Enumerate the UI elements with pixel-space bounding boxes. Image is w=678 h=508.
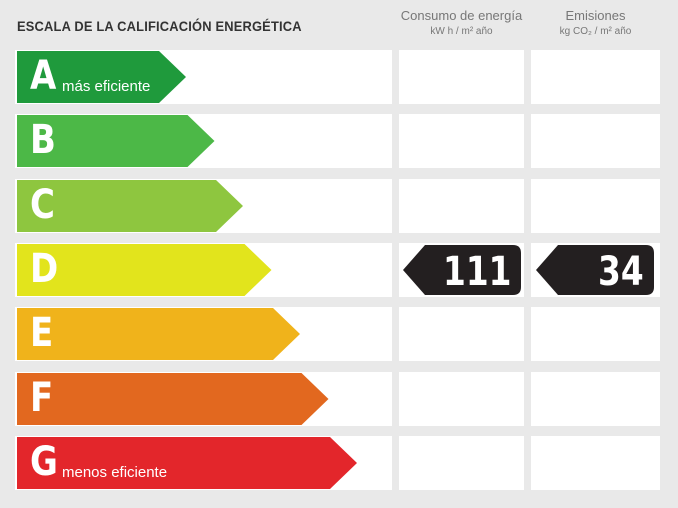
rating-note: menos eficiente xyxy=(62,464,168,481)
emissions-cell-g xyxy=(531,436,660,490)
rating-arrow-c: C xyxy=(17,180,243,232)
rating-letter: A xyxy=(30,53,57,99)
rating-arrow-g: G menos eficiente xyxy=(17,437,357,489)
energy-column-unit: kW h / m² año xyxy=(430,26,493,37)
rating-letter: F xyxy=(30,375,54,421)
rating-letter: B xyxy=(30,117,56,163)
emissions-cell-e xyxy=(531,307,660,361)
energy-cell-f xyxy=(399,372,524,426)
emissions-column-unit: kg CO₂ / m² año xyxy=(559,26,632,37)
energy-cell-c xyxy=(399,179,524,233)
emissions-column-label: Emisiones xyxy=(565,8,626,23)
rating-letter: D xyxy=(30,246,59,292)
rating-arrow-a: A más eficiente xyxy=(17,51,186,103)
energy-consumption-badge: 111 xyxy=(403,245,521,297)
scale-title: ESCALA DE LA CALIFICACIÓN ENERGÉTICA xyxy=(17,18,302,34)
rating-letter: C xyxy=(30,182,55,228)
rating-arrow-b: B xyxy=(17,115,215,167)
energy-cell-a xyxy=(399,50,524,104)
emissions-value: 34 xyxy=(598,249,644,295)
emissions-cell-a xyxy=(531,50,660,104)
energy-column-label: Consumo de energía xyxy=(400,8,523,23)
emissions-cell-f xyxy=(531,372,660,426)
emissions-cell-c xyxy=(531,179,660,233)
rating-letter: G xyxy=(30,439,58,485)
emissions-badge: 34 xyxy=(536,245,654,297)
rating-arrow-f: F xyxy=(17,373,329,425)
energy-cell-g xyxy=(399,436,524,490)
emissions-column-header: Emisiones kg CO₂ / m² año xyxy=(531,8,660,37)
energy-cell-e xyxy=(399,307,524,361)
rating-arrow-d: D xyxy=(17,244,272,296)
energy-column-header: Consumo de energía kW h / m² año xyxy=(399,8,524,37)
rating-letter: E xyxy=(30,310,54,356)
energy-consumption-value: 111 xyxy=(442,249,511,295)
rating-note: más eficiente xyxy=(62,78,151,95)
rating-arrow-e: E xyxy=(17,308,300,360)
emissions-cell-b xyxy=(531,114,660,168)
energy-cell-b xyxy=(399,114,524,168)
